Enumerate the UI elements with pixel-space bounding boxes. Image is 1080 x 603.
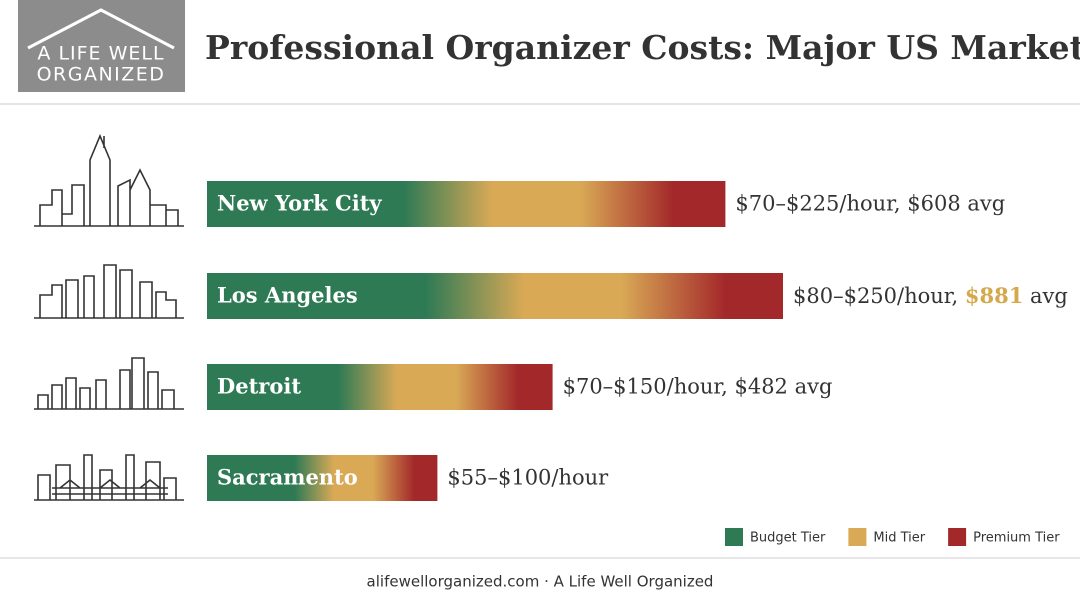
value-label-part: avg: [1023, 284, 1068, 308]
chart-title: Professional Organizer Costs: Major US M…: [205, 28, 1080, 67]
value-label: $80–$250/hour, $881 avg: [793, 283, 1068, 308]
category-label: Detroit: [217, 374, 301, 399]
logo-line: A LIFE WELL: [37, 43, 164, 65]
bar: [207, 273, 783, 319]
category-label: Los Angeles: [217, 283, 358, 308]
legend-label: Mid Tier: [873, 531, 925, 546]
value-label-part: $80–$250/hour,: [793, 284, 965, 308]
value-label: $70–$225/hour, $608 avg: [735, 192, 1005, 216]
logo: A LIFE WELL ORGANIZED: [18, 0, 185, 92]
legend-swatch: [948, 528, 967, 546]
legend-swatch: [848, 528, 867, 546]
bar: [207, 181, 726, 227]
legend-swatch: [725, 528, 743, 546]
skylines: [34, 133, 184, 501]
skyline-sacramento: [34, 454, 184, 501]
skyline-nyc: [34, 133, 184, 227]
legend-label: Budget Tier: [750, 531, 826, 546]
bar: [207, 455, 438, 501]
category-label: New York City: [217, 191, 382, 216]
logo-box: [18, 0, 185, 92]
category-label: Sacramento: [217, 465, 358, 490]
skyline-detroit: [34, 357, 184, 410]
logo-roof: [27, 8, 175, 50]
logo-line: ORGANIZED: [37, 64, 166, 86]
value-label: $55–$100/hour: [447, 466, 609, 490]
footer: alifewellorganized.com · A Life Well Org…: [367, 573, 714, 591]
skyline-la: [34, 264, 184, 319]
bar: [207, 364, 553, 410]
highlight-value: $881: [965, 283, 1023, 308]
legend-label: Premium Tier: [973, 531, 1060, 546]
value-label: $70–$150/hour, $482 avg: [563, 375, 833, 399]
